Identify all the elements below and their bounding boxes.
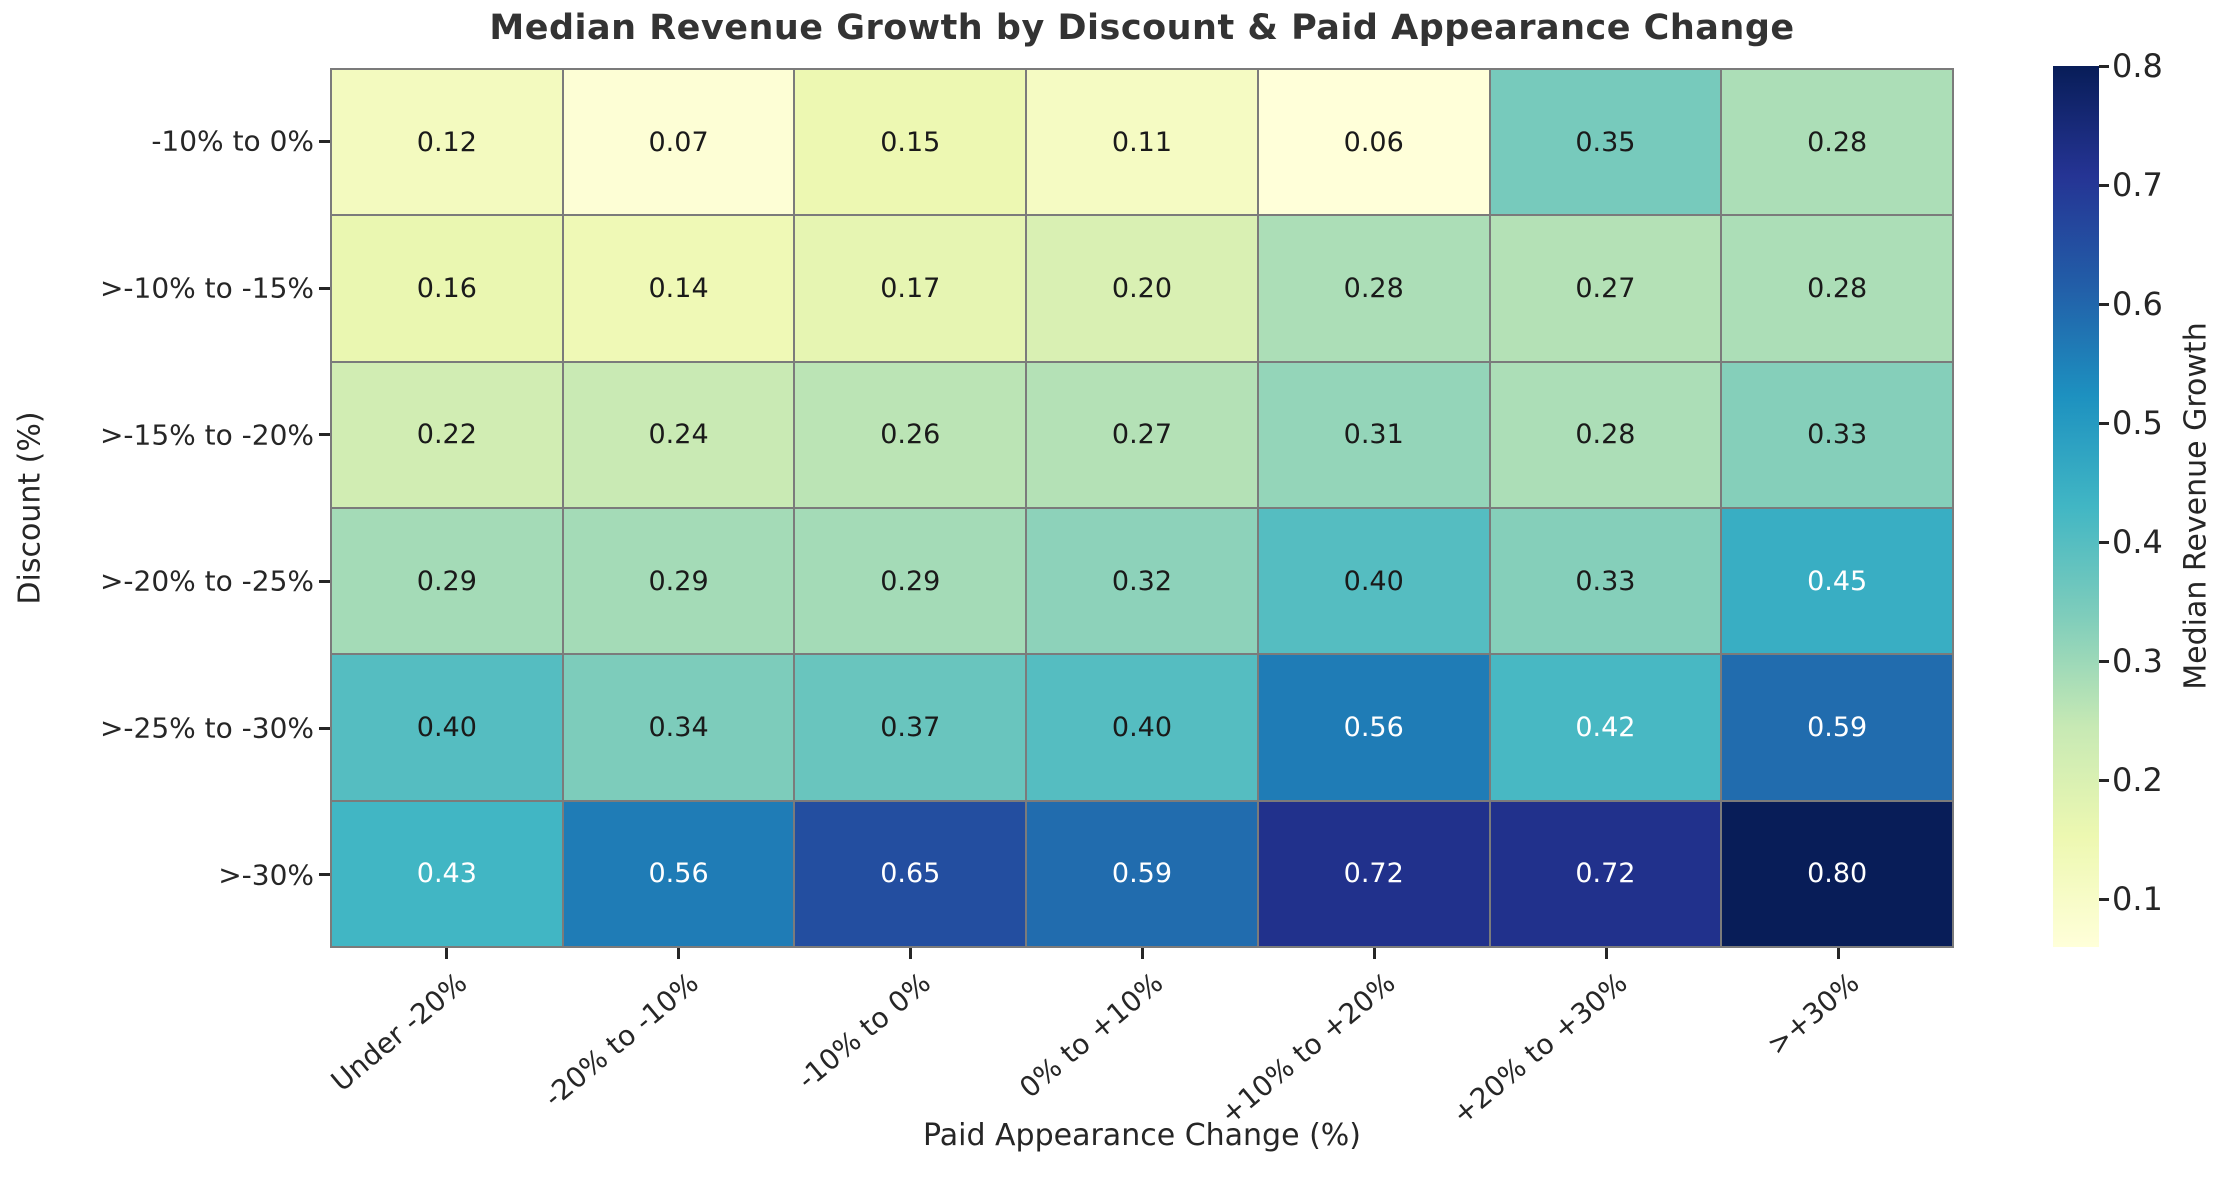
colorbar-tick-mark xyxy=(2099,897,2109,901)
colorbar-tick-label: 0.6 xyxy=(2112,285,2163,324)
colorbar-tick-mark xyxy=(2099,302,2109,306)
heatmap-cell: 0.29 xyxy=(563,508,794,654)
y-tick-label: >-30% xyxy=(218,858,314,892)
y-tick-mark xyxy=(319,286,330,290)
heatmap-cell: 0.31 xyxy=(1258,362,1489,507)
heatmap-cell: 0.34 xyxy=(563,655,794,800)
heatmap-cell: 0.43 xyxy=(332,801,562,946)
heatmap-cell: 0.72 xyxy=(1490,801,1721,946)
y-tick-mark xyxy=(319,873,330,877)
colorbar-tick-mark xyxy=(2099,778,2109,782)
x-tick-mark xyxy=(1372,948,1376,959)
x-tick-mark xyxy=(1140,948,1144,959)
x-tick-mark xyxy=(676,948,680,959)
heatmap-cell: 0.65 xyxy=(795,801,1026,946)
heatmap-cell: 0.33 xyxy=(1722,362,1952,507)
heatmap-cell: 0.59 xyxy=(1722,655,1952,800)
y-tick-mark xyxy=(319,579,330,583)
heatmap-cell: 0.40 xyxy=(1027,655,1257,800)
heatmap-cell: 0.28 xyxy=(1490,362,1721,507)
x-tick-label: -20% to -10% xyxy=(537,966,706,1114)
colorbar-tick-mark xyxy=(2099,659,2109,663)
heatmap-cell: 0.11 xyxy=(1027,70,1257,215)
x-tick-mark xyxy=(908,948,912,959)
colorbar-tick-label: 0.8 xyxy=(2112,47,2163,85)
x-tick-label: 0% to +10% xyxy=(1013,966,1170,1105)
colorbar-gradient xyxy=(2053,66,2099,947)
x-tick-mark xyxy=(1836,948,1840,959)
chart-title: Median Revenue Growth by Discount & Paid… xyxy=(489,8,1795,48)
colorbar-label: Median Revenue Growth xyxy=(2178,322,2214,690)
y-axis-label: Discount (%) xyxy=(12,411,48,605)
colorbar-tick-mark xyxy=(2099,64,2109,68)
heatmap-cell: 0.80 xyxy=(1722,801,1952,946)
heatmap-cell: 0.28 xyxy=(1722,70,1952,215)
heatmap-cell: 0.35 xyxy=(1490,70,1721,215)
heatmap-cell: 0.29 xyxy=(795,508,1026,654)
heatmap-cell: 0.59 xyxy=(1027,801,1257,946)
heatmap-cell: 0.07 xyxy=(563,70,794,215)
heatmap-cell: 0.20 xyxy=(1027,216,1257,361)
x-tick-label: >+30% xyxy=(1760,966,1866,1062)
x-tick-label: -10% to 0% xyxy=(791,966,938,1096)
heatmap-cell: 0.26 xyxy=(795,362,1026,507)
heatmap-cell: 0.22 xyxy=(332,362,562,507)
heatmap-cell: 0.29 xyxy=(332,508,562,654)
heatmap-cell: 0.12 xyxy=(332,70,562,215)
colorbar-tick-label: 0.1 xyxy=(2112,880,2163,919)
heatmap-cell: 0.28 xyxy=(1722,216,1952,361)
y-tick-label: >-15% to -20% xyxy=(99,418,314,452)
x-tick-label: +10% to +20% xyxy=(1213,966,1402,1131)
y-tick-label: -10% to 0% xyxy=(151,124,314,158)
heatmap-cell: 0.37 xyxy=(795,655,1026,800)
y-tick-mark xyxy=(319,139,330,143)
colorbar-tick-mark xyxy=(2099,540,2109,544)
x-tick-label: Under -20% xyxy=(324,966,474,1098)
heatmap-cell: 0.56 xyxy=(563,801,794,946)
y-tick-mark xyxy=(319,726,330,730)
y-tick-label: >-25% to -30% xyxy=(99,711,314,745)
heatmap-cell: 0.32 xyxy=(1027,508,1257,654)
heatmap-cell: 0.28 xyxy=(1258,216,1489,361)
heatmap-grid: 0.12 0.07 0.15 0.11 0.06 0.35 0.28 0.16 0.14 0.17… xyxy=(330,68,1954,948)
colorbar-tick-label: 0.5 xyxy=(2112,404,2163,443)
heatmap-cell: 0.15 xyxy=(795,70,1026,215)
heatmap-cell: 0.56 xyxy=(1258,655,1489,800)
heatmap-cell: 0.06 xyxy=(1258,70,1489,215)
heatmap-cell: 0.24 xyxy=(563,362,794,507)
colorbar-tick-label: 0.3 xyxy=(2112,642,2163,681)
y-tick-label: >-20% to -25% xyxy=(99,564,314,598)
colorbar-tick-mark xyxy=(2099,183,2109,187)
heatmap-cell: 0.27 xyxy=(1490,216,1721,361)
colorbar-tick-mark xyxy=(2099,421,2109,425)
y-tick-mark xyxy=(319,433,330,437)
heatmap-cell: 0.17 xyxy=(795,216,1026,361)
x-tick-mark xyxy=(1604,948,1608,959)
heatmap-cell: 0.16 xyxy=(332,216,562,361)
heatmap-cell: 0.27 xyxy=(1027,362,1257,507)
colorbar-tick-label: 0.7 xyxy=(2112,166,2163,205)
x-axis-label: Paid Appearance Change (%) xyxy=(922,1118,1362,1153)
heatmap-cell: 0.45 xyxy=(1722,508,1952,654)
heatmap-cell: 0.33 xyxy=(1490,508,1721,654)
heatmap-cell: 0.72 xyxy=(1258,801,1489,946)
heatmap-cell: 0.14 xyxy=(563,216,794,361)
colorbar-tick-label: 0.2 xyxy=(2112,761,2163,800)
heatmap-cell: 0.42 xyxy=(1490,655,1721,800)
x-tick-mark xyxy=(444,948,448,959)
colorbar-tick-label: 0.4 xyxy=(2112,523,2163,562)
heatmap-cell: 0.40 xyxy=(332,655,562,800)
y-tick-label: >-10% to -15% xyxy=(99,271,314,305)
x-tick-label: +20% to +30% xyxy=(1445,966,1634,1131)
heatmap-cell: 0.40 xyxy=(1258,508,1489,654)
